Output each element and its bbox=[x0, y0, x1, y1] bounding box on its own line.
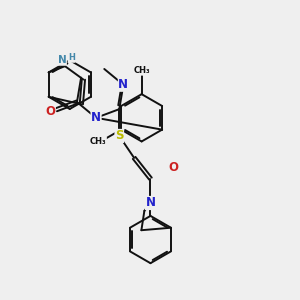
Text: O: O bbox=[45, 106, 55, 118]
Text: O: O bbox=[168, 161, 178, 174]
Text: S: S bbox=[115, 130, 124, 142]
Text: N: N bbox=[146, 196, 155, 209]
Text: CH₃: CH₃ bbox=[90, 137, 106, 146]
Text: N: N bbox=[58, 55, 66, 65]
Text: CH₃: CH₃ bbox=[133, 66, 150, 75]
Text: H: H bbox=[68, 53, 75, 62]
Text: N: N bbox=[91, 111, 101, 124]
Text: N: N bbox=[118, 78, 128, 91]
